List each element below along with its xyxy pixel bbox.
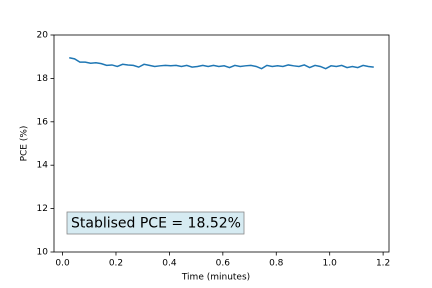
x-tick-label: 0.0 [55, 259, 70, 269]
plot-frame [53, 34, 390, 253]
annotation: Stablised PCE = 18.52% [71, 216, 241, 232]
y-tick-label: 18 [37, 74, 49, 84]
x-axis-label: Time (minutes) [181, 273, 250, 283]
y-tick-label: 14 [37, 161, 49, 171]
x-tick-label: 0.8 [269, 259, 284, 269]
annotation-box [66, 211, 245, 235]
y-axis-label: PCE (%) [20, 126, 30, 162]
x-tick-label: 1.0 [323, 259, 338, 269]
y-tick-label: 20 [37, 31, 49, 41]
y-tick-label: 16 [37, 117, 49, 127]
x-tick-label: 0.4 [162, 259, 177, 269]
x-tick-label: 0.2 [109, 259, 123, 269]
y-tick-label: 12 [37, 204, 48, 214]
x-tick-label: 1.2 [376, 259, 390, 269]
x-tick-label: 0.6 [216, 259, 231, 269]
y-tick-label: 10 [37, 248, 49, 258]
line-series [69, 57, 374, 70]
